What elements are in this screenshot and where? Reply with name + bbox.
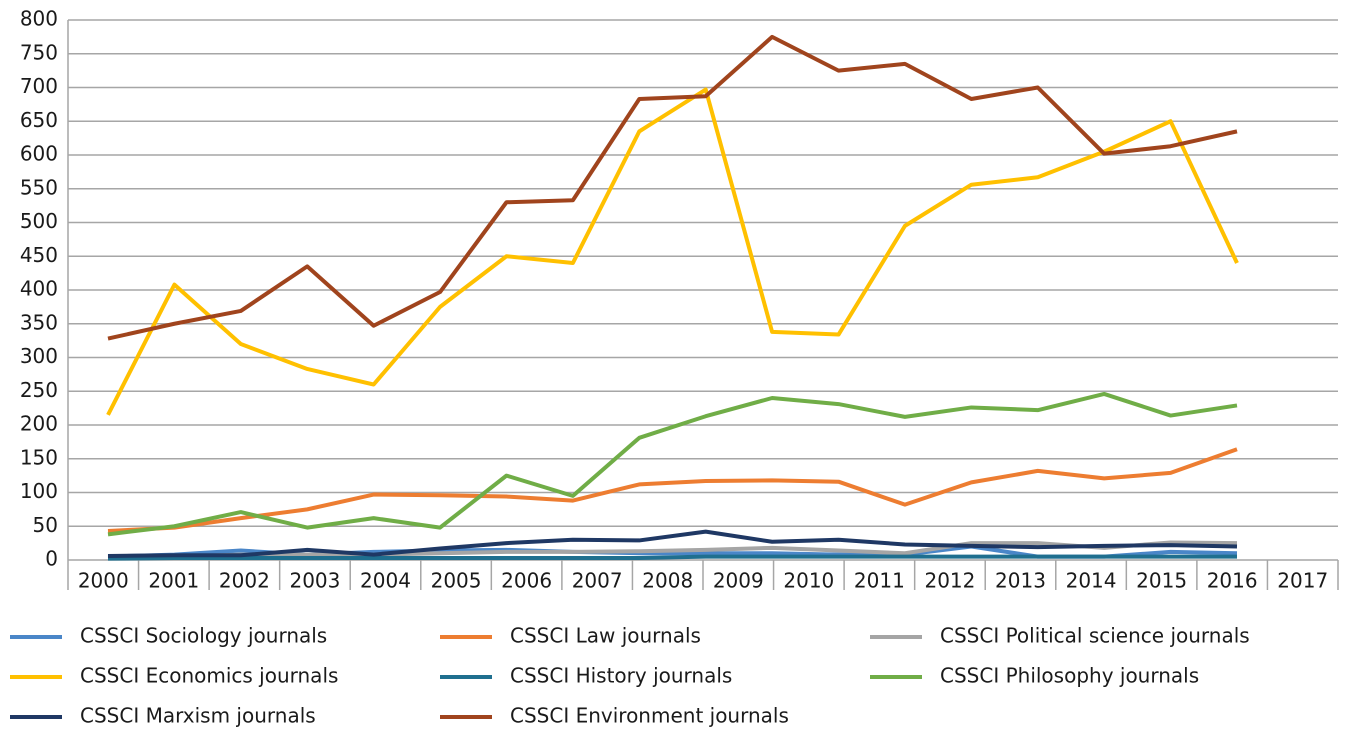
y-tick-label: 150	[20, 445, 58, 469]
x-tick-label: 2006	[501, 569, 552, 593]
y-tick-label: 750	[20, 40, 58, 64]
y-tick-label: 250	[20, 378, 58, 402]
y-tick-label: 600	[20, 142, 58, 166]
legend-label: CSSCI Environment journals	[510, 704, 789, 728]
x-tick-label: 2009	[713, 569, 764, 593]
y-tick-label: 300	[20, 344, 58, 368]
legend-label: CSSCI Economics journals	[80, 664, 338, 688]
x-tick-label: 2014	[1066, 569, 1117, 593]
y-tick-label: 50	[33, 513, 58, 537]
x-tick-label: 2002	[219, 569, 270, 593]
series-line	[107, 540, 1238, 560]
series-line	[106, 87, 1239, 416]
x-tick-label: 2003	[289, 569, 340, 593]
y-tick-label: 650	[20, 108, 58, 132]
y-tick-label: 800	[20, 7, 58, 31]
series-line	[107, 447, 1238, 533]
x-tick-label: 2008	[642, 569, 693, 593]
y-tick-label: 450	[20, 243, 58, 267]
x-tick-label: 2001	[148, 569, 199, 593]
y-tick-label: 400	[20, 277, 58, 301]
x-tick-label: 2011	[854, 569, 905, 593]
y-tick-label: 0	[45, 547, 58, 571]
legend-label: CSSCI Sociology journals	[80, 624, 327, 648]
x-tick-label: 2000	[78, 569, 129, 593]
x-tick-label: 2012	[924, 569, 975, 593]
legend-label: CSSCI Political science journals	[940, 624, 1250, 648]
legend-label: CSSCI Philosophy journals	[940, 664, 1199, 688]
y-tick-label: 500	[20, 209, 58, 233]
x-tick-label: 2017	[1277, 569, 1328, 593]
legend-label: CSSCI Law journals	[510, 624, 701, 648]
x-tick-label: 2004	[360, 569, 411, 593]
y-tick-label: 200	[20, 412, 58, 436]
legend-label: CSSCI History journals	[510, 664, 732, 688]
series-line	[107, 529, 1238, 558]
x-tick-label: 2015	[1136, 569, 1187, 593]
legend-label: CSSCI Marxism journals	[80, 704, 316, 728]
x-tick-label: 2016	[1207, 569, 1258, 593]
x-tick-label: 2010	[783, 569, 834, 593]
y-tick-label: 700	[20, 74, 58, 98]
series-line	[107, 34, 1238, 341]
y-tick-label: 350	[20, 310, 58, 334]
x-tick-label: 2005	[431, 569, 482, 593]
x-tick-label: 2013	[995, 569, 1046, 593]
y-tick-label: 100	[20, 479, 58, 503]
y-tick-label: 550	[20, 175, 58, 199]
series-line	[107, 391, 1238, 537]
x-tick-label: 2007	[572, 569, 623, 593]
series-line	[107, 554, 1237, 561]
